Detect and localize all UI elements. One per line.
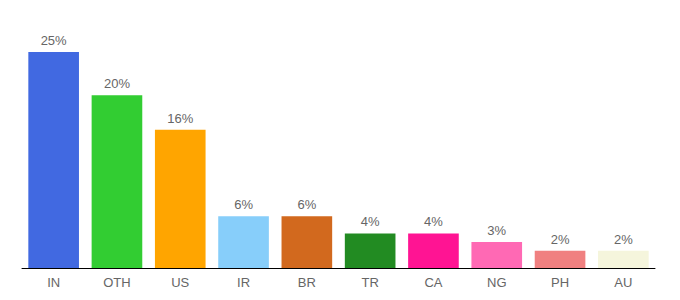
svg-text:IN: IN — [47, 275, 60, 290]
svg-text:4%: 4% — [424, 214, 443, 229]
svg-text:PH: PH — [551, 275, 569, 290]
svg-text:BR: BR — [298, 275, 316, 290]
svg-text:16%: 16% — [167, 111, 193, 126]
svg-text:TR: TR — [361, 275, 378, 290]
svg-text:2%: 2% — [614, 232, 633, 247]
svg-text:20%: 20% — [104, 76, 130, 91]
svg-text:25%: 25% — [41, 33, 67, 48]
svg-text:4%: 4% — [361, 214, 380, 229]
svg-text:6%: 6% — [234, 197, 253, 212]
svg-text:OTH: OTH — [103, 275, 130, 290]
svg-text:6%: 6% — [297, 197, 316, 212]
svg-text:3%: 3% — [487, 223, 506, 238]
svg-text:CA: CA — [424, 275, 442, 290]
svg-text:NG: NG — [487, 275, 507, 290]
svg-text:2%: 2% — [551, 232, 570, 247]
svg-text:AU: AU — [614, 275, 632, 290]
svg-text:IR: IR — [237, 275, 250, 290]
svg-text:US: US — [171, 275, 189, 290]
